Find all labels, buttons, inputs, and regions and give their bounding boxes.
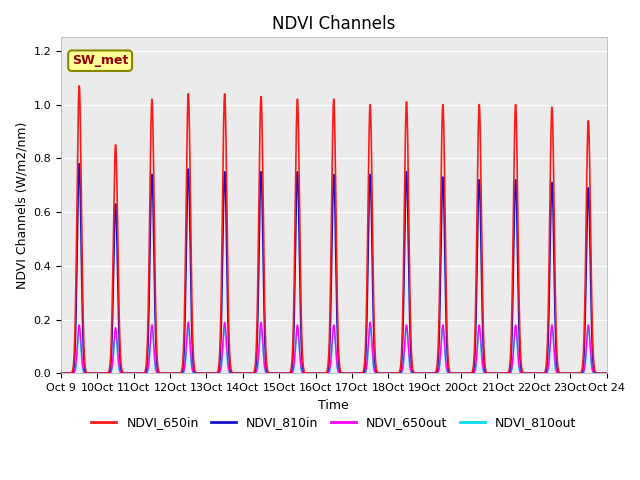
Y-axis label: NDVI Channels (W/m2/nm): NDVI Channels (W/m2/nm)	[15, 121, 28, 289]
NDVI_650out	[486, 371, 494, 376]
NDVI_650out	[184, 319, 192, 325]
NDVI_810in	[261, 349, 269, 355]
NDVI_810in	[174, 371, 182, 376]
NDVI_650in	[57, 371, 65, 376]
Line: NDVI_650in: NDVI_650in	[61, 86, 607, 373]
NDVI_650out	[409, 371, 417, 376]
NDVI_810in	[168, 371, 176, 376]
NDVI_810out	[601, 371, 609, 376]
NDVI_810out	[486, 371, 494, 376]
NDVI_650out	[603, 371, 611, 376]
NDVI_650in	[603, 371, 611, 376]
X-axis label: Time: Time	[318, 398, 349, 412]
Title: NDVI Channels: NDVI Channels	[272, 15, 396, 33]
NDVI_650out	[57, 371, 65, 376]
NDVI_810out	[584, 325, 592, 331]
NDVI_650in	[486, 371, 494, 376]
NDVI_810out	[603, 371, 611, 376]
Line: NDVI_650out: NDVI_650out	[61, 322, 607, 373]
NDVI_810in	[603, 371, 611, 376]
NDVI_650in	[76, 83, 83, 89]
Text: SW_met: SW_met	[72, 54, 128, 67]
NDVI_650in	[174, 371, 182, 376]
NDVI_810in	[409, 370, 417, 375]
NDVI_650in	[601, 371, 609, 376]
NDVI_810out	[174, 371, 182, 376]
NDVI_650out	[261, 367, 269, 373]
NDVI_810out	[168, 371, 176, 376]
NDVI_810out	[409, 371, 417, 376]
NDVI_810in	[486, 371, 494, 376]
Legend: NDVI_650in, NDVI_810in, NDVI_650out, NDVI_810out: NDVI_650in, NDVI_810in, NDVI_650out, NDV…	[86, 411, 581, 434]
Line: NDVI_810in: NDVI_810in	[61, 164, 607, 373]
NDVI_650out	[168, 371, 176, 376]
NDVI_810out	[261, 369, 269, 374]
NDVI_650in	[261, 329, 269, 335]
NDVI_650in	[409, 367, 417, 373]
NDVI_810out	[57, 371, 65, 376]
NDVI_650out	[174, 371, 182, 376]
NDVI_810in	[76, 161, 83, 167]
NDVI_810in	[57, 371, 65, 376]
NDVI_650out	[601, 371, 609, 376]
NDVI_650in	[168, 371, 176, 376]
Line: NDVI_810out: NDVI_810out	[61, 328, 607, 373]
NDVI_810in	[601, 371, 609, 376]
